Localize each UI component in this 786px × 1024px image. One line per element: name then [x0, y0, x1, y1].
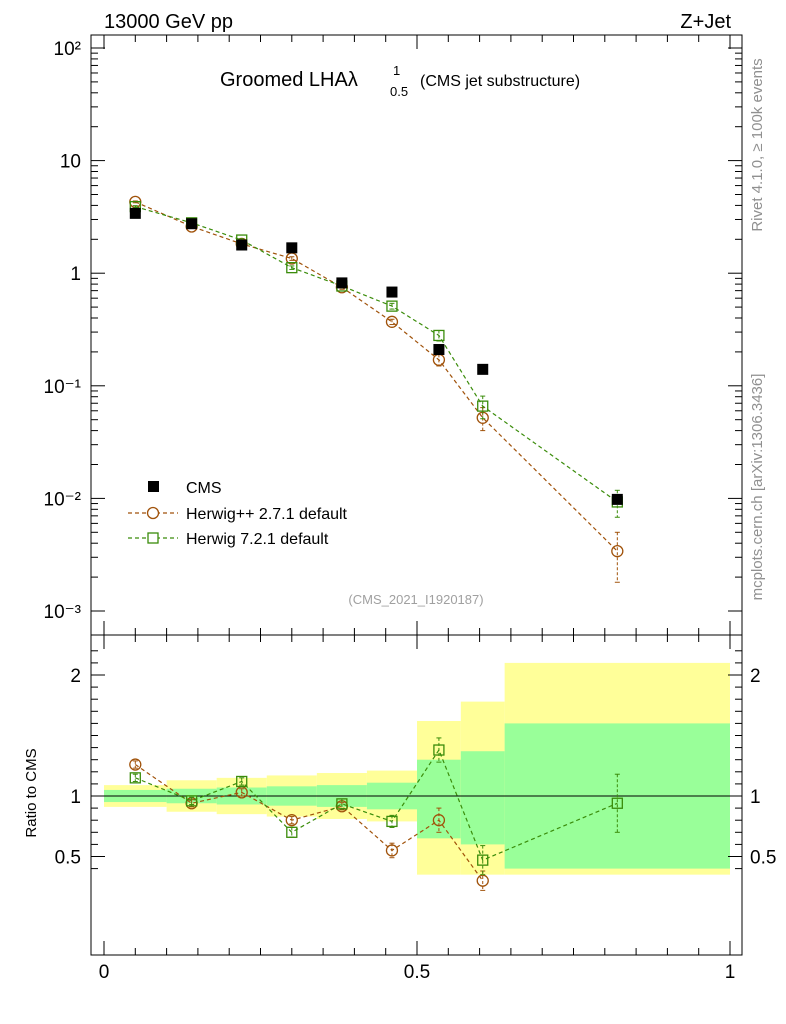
legend: CMS Herwig++ 2.7.1 default Herwig 7.2.1 … — [128, 480, 348, 548]
legend-label-herwig7: Herwig 7.2.1 default — [186, 531, 329, 548]
series-line-herwig7 — [135, 206, 618, 503]
ratio-point — [432, 814, 446, 827]
mcplots-label: mcplots.cern.ch [arXiv:1306.3436] — [749, 374, 766, 601]
plot-title-main: Groomed LHA — [220, 69, 348, 91]
data-point — [433, 344, 445, 356]
ratio-point — [386, 815, 398, 828]
ratio-point — [185, 795, 198, 807]
data-point — [129, 207, 141, 219]
rivet-version-label: Rivet 4.1.0, ≥ 100k events — [749, 58, 766, 231]
plot-title-sup: 1 — [393, 63, 400, 78]
ratio-y-tick-label: 1 — [70, 787, 81, 808]
main-series-group — [129, 195, 624, 583]
x-axis: 0 0.5 1 — [99, 35, 736, 983]
x-tick-label: 0.5 — [404, 962, 430, 983]
ratio-point — [285, 814, 298, 827]
y-tick-label: 10⁻³ — [44, 602, 82, 623]
mc-point — [477, 400, 489, 412]
y-tick-label: 10² — [54, 39, 81, 60]
ratio-point — [477, 854, 489, 866]
legend-label-herwigpp: Herwig++ 2.7.1 default — [186, 506, 348, 523]
ratio-band-inner — [417, 759, 461, 839]
data-point — [286, 242, 298, 254]
main-y-axis: 10⁻³ 10⁻² 10⁻¹ 1 10 10² — [44, 39, 742, 623]
data-point — [386, 286, 398, 298]
data-point — [336, 277, 348, 289]
ratio-point — [611, 797, 623, 809]
ratio-y-tick-label-right: 0.5 — [750, 848, 776, 869]
ratio-line-herwig7 — [135, 748, 618, 861]
process-label: Z+Jet — [680, 11, 731, 33]
analysis-id-label: (CMS_2021_I1920187) — [348, 592, 483, 607]
ratio-point — [433, 744, 445, 756]
ratio-uncertainty-bands — [104, 662, 730, 875]
ratio-y-tick-label: 2 — [70, 666, 81, 687]
ratio-y-tick-label-right: 2 — [750, 666, 761, 687]
mc-point — [433, 329, 445, 342]
ratio-point — [129, 758, 142, 771]
energy-label: 13000 GeV pp — [104, 11, 233, 33]
ratio-point — [385, 844, 399, 857]
data-point — [186, 218, 198, 230]
mc-point — [386, 300, 398, 312]
data-point — [236, 239, 248, 251]
ratio-point — [286, 826, 298, 838]
ratio-series-group — [129, 737, 623, 891]
ratio-point — [336, 798, 348, 810]
ratio-y-tick-label-right: 1 — [750, 787, 761, 808]
legend-marker-herwigpp — [146, 506, 160, 520]
ratio-point — [129, 772, 141, 784]
mc-point — [611, 545, 624, 558]
y-tick-label: 10 — [60, 152, 81, 173]
legend-marker-cms — [148, 481, 159, 492]
data-point — [477, 363, 489, 375]
legend-marker-herwig7 — [147, 532, 159, 544]
plot-title-sub: 0.5 — [390, 84, 408, 99]
x-tick-label: 0 — [99, 962, 110, 983]
ratio-y-tick-label: 0.5 — [55, 848, 81, 869]
mc-point — [385, 315, 399, 328]
legend-label-cms: CMS — [186, 480, 222, 497]
ratio-band-inner — [460, 751, 505, 845]
ratio-point — [236, 775, 248, 788]
ratio-ylabel: Ratio to CMS — [23, 748, 40, 837]
plot-title-suffix: (CMS jet substructure) — [420, 73, 580, 90]
plot-title: Groomed LHAλ — [220, 69, 358, 91]
plot-title-symbol: λ — [348, 69, 358, 91]
y-tick-label: 10⁻² — [44, 489, 82, 510]
ratio-point — [476, 874, 489, 887]
x-tick-label: 1 — [725, 962, 736, 983]
data-point — [611, 493, 623, 505]
series-line-herwigpp — [135, 201, 618, 552]
y-tick-label: 10⁻¹ — [44, 377, 82, 398]
ratio-y-axis: 0.5 0.5 1 1 2 2 — [55, 650, 776, 870]
y-tick-label: 1 — [70, 264, 81, 285]
mc-point — [286, 262, 298, 274]
